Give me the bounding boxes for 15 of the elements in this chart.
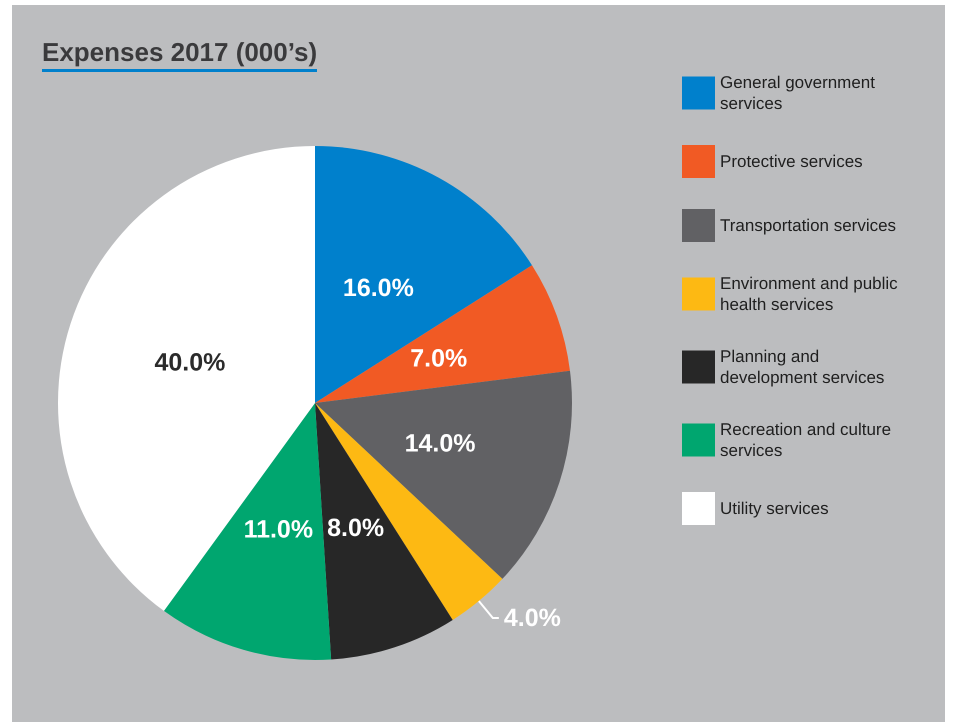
legend-label: Utility services: [720, 499, 829, 518]
legend-label: Transportation services: [720, 216, 896, 235]
chart-title: Expenses 2017 (000’s): [42, 37, 318, 72]
data-label: 4.0%: [504, 604, 561, 632]
legend-label: General government services: [720, 73, 880, 113]
data-label: 16.0%: [342, 274, 414, 302]
data-label: 8.0%: [327, 514, 384, 542]
data-label: 40.0%: [154, 348, 226, 376]
data-label: 14.0%: [404, 430, 476, 458]
data-label: 7.0%: [410, 344, 468, 372]
legend-label: Environment and public health services: [720, 274, 902, 314]
legend-label: Protective services: [720, 152, 863, 171]
legend-label: Recreation and culture services: [720, 420, 896, 460]
legend-label: Planning and development services: [720, 347, 884, 387]
data-label: 11.0%: [244, 515, 314, 544]
